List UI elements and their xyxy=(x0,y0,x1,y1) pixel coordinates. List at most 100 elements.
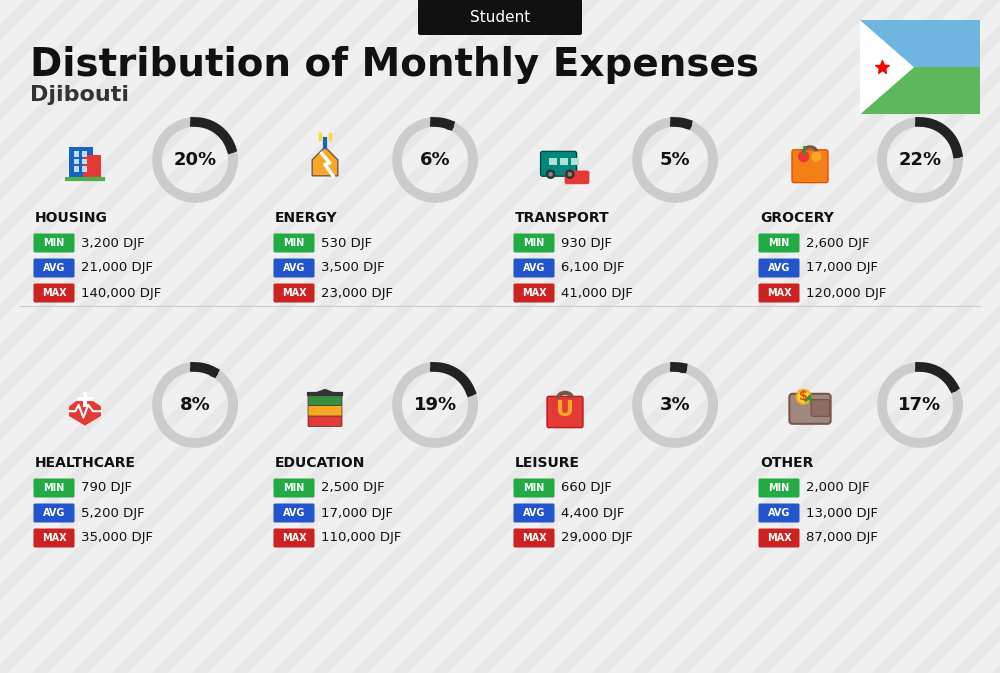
Polygon shape xyxy=(69,395,101,425)
FancyBboxPatch shape xyxy=(308,405,342,416)
Text: 660 DJF: 660 DJF xyxy=(561,481,612,495)
Text: MAX: MAX xyxy=(282,533,306,543)
Text: 8%: 8% xyxy=(180,396,210,414)
Polygon shape xyxy=(860,20,920,114)
FancyBboxPatch shape xyxy=(274,283,314,302)
Text: 5,200 DJF: 5,200 DJF xyxy=(81,507,145,520)
Text: ENERGY: ENERGY xyxy=(275,211,338,225)
Text: MAX: MAX xyxy=(282,288,306,298)
Text: GROCERY: GROCERY xyxy=(760,211,834,225)
FancyBboxPatch shape xyxy=(418,0,582,35)
Text: 17%: 17% xyxy=(898,396,942,414)
Text: 19%: 19% xyxy=(413,396,457,414)
Text: 3%: 3% xyxy=(660,396,690,414)
Text: AVG: AVG xyxy=(43,508,65,518)
FancyBboxPatch shape xyxy=(565,170,589,184)
FancyBboxPatch shape xyxy=(274,528,314,548)
Circle shape xyxy=(798,151,809,162)
FancyBboxPatch shape xyxy=(811,400,830,417)
Polygon shape xyxy=(860,20,914,114)
FancyBboxPatch shape xyxy=(541,151,577,176)
Text: 120,000 DJF: 120,000 DJF xyxy=(806,287,886,299)
FancyBboxPatch shape xyxy=(34,503,74,522)
Text: MAX: MAX xyxy=(767,533,791,543)
Text: 5%: 5% xyxy=(660,151,690,169)
FancyBboxPatch shape xyxy=(74,159,79,164)
Text: 6,100 DJF: 6,100 DJF xyxy=(561,262,624,275)
Text: 17,000 DJF: 17,000 DJF xyxy=(806,262,878,275)
Text: MIN: MIN xyxy=(768,483,790,493)
FancyBboxPatch shape xyxy=(514,283,554,302)
FancyBboxPatch shape xyxy=(274,234,314,252)
FancyBboxPatch shape xyxy=(82,159,87,164)
Circle shape xyxy=(548,172,553,176)
FancyBboxPatch shape xyxy=(792,150,828,182)
Circle shape xyxy=(797,390,811,404)
Text: EDUCATION: EDUCATION xyxy=(275,456,365,470)
FancyBboxPatch shape xyxy=(34,283,74,302)
Text: MIN: MIN xyxy=(523,238,545,248)
Text: MIN: MIN xyxy=(283,238,305,248)
Text: 110,000 DJF: 110,000 DJF xyxy=(321,532,401,544)
Text: AVG: AVG xyxy=(523,508,545,518)
Text: 13,000 DJF: 13,000 DJF xyxy=(806,507,878,520)
Text: 20%: 20% xyxy=(173,151,217,169)
Text: 140,000 DJF: 140,000 DJF xyxy=(81,287,161,299)
Text: MAX: MAX xyxy=(42,288,66,298)
FancyBboxPatch shape xyxy=(514,234,554,252)
Text: MIN: MIN xyxy=(43,483,65,493)
Text: 930 DJF: 930 DJF xyxy=(561,236,612,250)
Text: 4,400 DJF: 4,400 DJF xyxy=(561,507,624,520)
FancyBboxPatch shape xyxy=(274,479,314,497)
FancyBboxPatch shape xyxy=(274,258,314,277)
FancyBboxPatch shape xyxy=(759,479,800,497)
Polygon shape xyxy=(860,67,980,114)
Text: MIN: MIN xyxy=(523,483,545,493)
FancyBboxPatch shape xyxy=(547,396,583,427)
FancyBboxPatch shape xyxy=(274,503,314,522)
Text: AVG: AVG xyxy=(283,263,305,273)
Text: 6%: 6% xyxy=(420,151,450,169)
FancyBboxPatch shape xyxy=(789,394,831,424)
Text: 790 DJF: 790 DJF xyxy=(81,481,132,495)
FancyBboxPatch shape xyxy=(83,155,101,179)
FancyBboxPatch shape xyxy=(34,258,74,277)
FancyBboxPatch shape xyxy=(759,258,800,277)
FancyBboxPatch shape xyxy=(549,158,557,165)
Circle shape xyxy=(565,170,575,179)
Text: 17,000 DJF: 17,000 DJF xyxy=(321,507,393,520)
Text: MAX: MAX xyxy=(767,288,791,298)
Text: AVG: AVG xyxy=(523,263,545,273)
Text: AVG: AVG xyxy=(283,508,305,518)
FancyBboxPatch shape xyxy=(514,258,554,277)
Text: 3,500 DJF: 3,500 DJF xyxy=(321,262,385,275)
Text: AVG: AVG xyxy=(43,263,65,273)
FancyBboxPatch shape xyxy=(308,394,342,405)
Text: MAX: MAX xyxy=(522,533,546,543)
Text: 2,000 DJF: 2,000 DJF xyxy=(806,481,870,495)
FancyBboxPatch shape xyxy=(759,503,800,522)
FancyBboxPatch shape xyxy=(74,151,79,157)
Text: MAX: MAX xyxy=(42,533,66,543)
Text: Student: Student xyxy=(470,9,530,24)
Text: 23,000 DJF: 23,000 DJF xyxy=(321,287,393,299)
FancyBboxPatch shape xyxy=(82,151,87,157)
Circle shape xyxy=(568,172,572,176)
Text: Djibouti: Djibouti xyxy=(30,85,129,105)
FancyBboxPatch shape xyxy=(82,166,87,172)
Text: 87,000 DJF: 87,000 DJF xyxy=(806,532,878,544)
Circle shape xyxy=(546,170,555,179)
FancyBboxPatch shape xyxy=(759,528,800,548)
Text: 21,000 DJF: 21,000 DJF xyxy=(81,262,153,275)
FancyBboxPatch shape xyxy=(514,479,554,497)
Polygon shape xyxy=(312,389,338,394)
Text: HOUSING: HOUSING xyxy=(35,211,108,225)
FancyBboxPatch shape xyxy=(514,528,554,548)
Text: U: U xyxy=(556,400,574,419)
Circle shape xyxy=(811,151,822,162)
Text: 29,000 DJF: 29,000 DJF xyxy=(561,532,633,544)
Text: 530 DJF: 530 DJF xyxy=(321,236,372,250)
Text: 22%: 22% xyxy=(898,151,942,169)
Text: LEISURE: LEISURE xyxy=(515,456,580,470)
Text: 35,000 DJF: 35,000 DJF xyxy=(81,532,153,544)
